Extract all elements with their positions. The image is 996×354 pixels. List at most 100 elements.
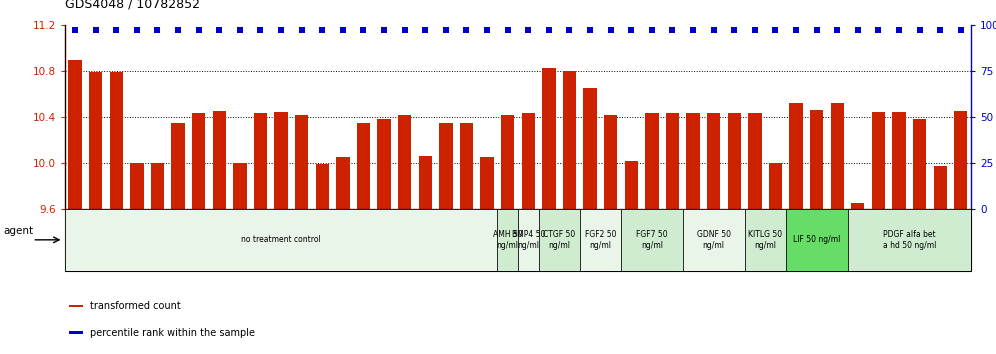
Point — [417, 28, 433, 33]
Point — [438, 28, 454, 33]
Point — [109, 28, 124, 33]
Point — [664, 28, 680, 33]
Point — [479, 28, 495, 33]
Point — [685, 28, 701, 33]
Point — [809, 28, 825, 33]
Point — [376, 28, 392, 33]
Point — [953, 28, 969, 33]
Text: FGF7 50
ng/ml: FGF7 50 ng/ml — [636, 230, 667, 250]
Bar — [810, 110, 824, 209]
Bar — [645, 113, 658, 209]
Text: GDNF 50
ng/ml: GDNF 50 ng/ml — [696, 230, 731, 250]
Bar — [398, 114, 411, 209]
Bar — [727, 113, 741, 209]
Bar — [192, 113, 205, 209]
Bar — [580, 209, 621, 271]
Bar — [745, 209, 786, 271]
Bar — [621, 209, 682, 271]
Bar — [65, 209, 497, 271]
Text: AMH 50
ng/ml: AMH 50 ng/ml — [493, 230, 523, 250]
Point — [747, 28, 763, 33]
Point — [356, 28, 372, 33]
Bar — [439, 122, 452, 209]
Bar — [130, 163, 143, 209]
Bar — [584, 88, 597, 209]
Bar — [150, 163, 164, 209]
Bar — [336, 157, 350, 209]
Bar — [563, 71, 576, 209]
Bar — [518, 209, 539, 271]
Point — [871, 28, 886, 33]
Text: agent: agent — [3, 225, 33, 235]
Point — [128, 28, 144, 33]
Text: PDGF alfa bet
a hd 50 ng/ml: PDGF alfa bet a hd 50 ng/ml — [882, 230, 936, 250]
Bar — [212, 111, 226, 209]
Point — [603, 28, 619, 33]
Point — [170, 28, 186, 33]
Bar — [831, 103, 844, 209]
Point — [932, 28, 948, 33]
Point — [458, 28, 474, 33]
Point — [830, 28, 846, 33]
Point — [643, 28, 659, 33]
Bar — [539, 209, 580, 271]
Point — [541, 28, 557, 33]
Bar — [295, 114, 309, 209]
Text: percentile rank within the sample: percentile rank within the sample — [90, 327, 255, 337]
Text: LIF 50 ng/ml: LIF 50 ng/ml — [793, 235, 841, 244]
Text: no treatment control: no treatment control — [241, 235, 321, 244]
Text: BMP4 50
ng/ml: BMP4 50 ng/ml — [512, 230, 545, 250]
Bar — [357, 122, 371, 209]
Bar — [933, 166, 947, 209]
Bar — [682, 209, 745, 271]
Bar — [501, 114, 514, 209]
Text: FGF2 50
ng/ml: FGF2 50 ng/ml — [585, 230, 617, 250]
Point — [768, 28, 784, 33]
Point — [315, 28, 331, 33]
Point — [396, 28, 412, 33]
Bar — [872, 112, 885, 209]
Point — [211, 28, 227, 33]
Text: KITLG 50
ng/ml: KITLG 50 ng/ml — [748, 230, 782, 250]
Bar — [480, 157, 494, 209]
Text: transformed count: transformed count — [90, 301, 181, 311]
Bar — [69, 61, 82, 209]
Bar — [171, 122, 184, 209]
Point — [294, 28, 310, 33]
Point — [149, 28, 165, 33]
Bar — [913, 119, 926, 209]
Bar — [892, 112, 905, 209]
Bar — [769, 163, 782, 209]
Point — [891, 28, 907, 33]
Bar — [497, 209, 518, 271]
Point — [911, 28, 927, 33]
Point — [500, 28, 516, 33]
Text: GDS4048 / 10782852: GDS4048 / 10782852 — [65, 0, 200, 10]
Bar — [233, 163, 247, 209]
Point — [232, 28, 248, 33]
Point — [273, 28, 289, 33]
Bar — [624, 161, 637, 209]
Bar — [70, 331, 83, 333]
Bar — [665, 113, 679, 209]
Point — [582, 28, 598, 33]
Point — [788, 28, 804, 33]
Bar — [377, 119, 390, 209]
Bar — [848, 209, 971, 271]
Bar — [110, 72, 123, 209]
Point — [252, 28, 268, 33]
Bar — [707, 113, 720, 209]
Bar — [789, 103, 803, 209]
Bar — [954, 111, 967, 209]
Point — [562, 28, 578, 33]
Bar — [542, 68, 556, 209]
Point — [88, 28, 104, 33]
Bar — [89, 72, 103, 209]
Bar — [686, 113, 700, 209]
Bar — [254, 113, 267, 209]
Bar — [418, 156, 432, 209]
Bar — [522, 113, 535, 209]
Point — [190, 28, 206, 33]
Bar — [604, 114, 618, 209]
Point — [335, 28, 351, 33]
